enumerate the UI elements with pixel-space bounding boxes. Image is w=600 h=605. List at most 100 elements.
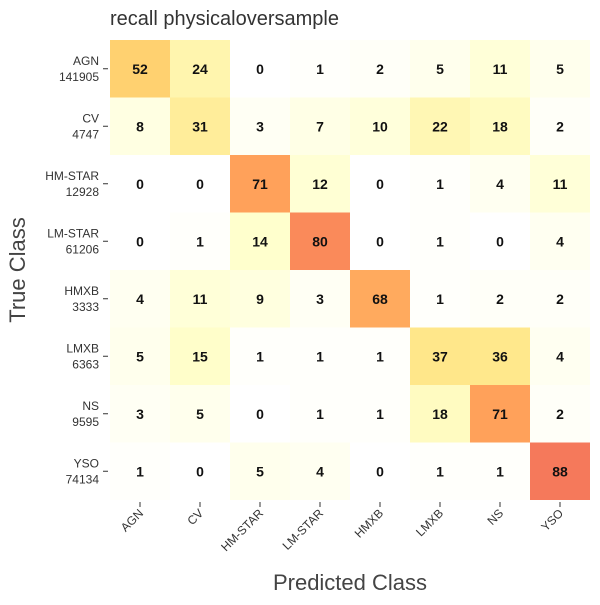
cell-value-label: 24 (192, 61, 208, 77)
heatmap-cell (230, 270, 290, 328)
heatmap-cell (350, 212, 410, 270)
cell-value-label: 1 (196, 233, 204, 249)
heatmap-cell (530, 270, 590, 328)
heatmap-cell (530, 97, 590, 155)
heatmap-cell (530, 442, 590, 500)
heatmap-cell (290, 327, 350, 385)
x-tick-label: AGN (118, 506, 146, 534)
x-tick-label: HMXB (352, 506, 386, 540)
heatmap-cell (350, 97, 410, 155)
cell-value-label: 18 (492, 118, 508, 134)
cell-value-label: 0 (136, 176, 144, 192)
y-tick-count-label: 9595 (72, 415, 99, 429)
heatmap-cell (110, 97, 170, 155)
heatmap-cell (470, 327, 530, 385)
heatmap-cell (230, 327, 290, 385)
heatmap-cell (290, 40, 350, 98)
cell-value-label: 3 (136, 406, 144, 422)
heatmap-cell (350, 270, 410, 328)
y-axis-title: True Class (5, 217, 30, 323)
heatmap-cell (170, 155, 230, 213)
cell-value-label: 10 (372, 118, 388, 134)
cell-value-label: 71 (252, 176, 268, 192)
y-tick-count-label: 74134 (66, 472, 100, 486)
y-tick-label: CV (82, 111, 99, 125)
y-tick-label: HMXB (64, 284, 99, 298)
x-tick-label: LM-STAR (280, 506, 327, 553)
cell-value-label: 11 (193, 291, 208, 307)
y-tick-label: LM-STAR (47, 226, 99, 240)
cell-value-label: 5 (136, 348, 144, 364)
cell-value-label: 4 (496, 176, 504, 192)
heatmap-cell (230, 212, 290, 270)
cell-value-label: 3 (316, 291, 324, 307)
cell-value-label: 80 (312, 233, 328, 249)
heatmap-cell (410, 327, 470, 385)
cell-value-label: 0 (496, 233, 504, 249)
cell-value-label: 3 (256, 118, 264, 134)
heatmap-cell (170, 270, 230, 328)
y-tick-count-label: 4747 (72, 127, 99, 141)
y-tick-count-label: 6363 (72, 357, 99, 371)
cell-value-label: 37 (432, 348, 448, 364)
cell-value-label: 22 (432, 118, 448, 134)
y-tick-label: HM-STAR (45, 169, 99, 183)
cell-value-label: 9 (256, 291, 264, 307)
cell-value-label: 1 (316, 61, 324, 77)
cell-value-label: 15 (192, 348, 208, 364)
heatmap-cell (110, 442, 170, 500)
heatmap-cell (470, 40, 530, 98)
cell-value-label: 11 (553, 176, 568, 192)
y-tick-label: NS (82, 399, 99, 413)
cell-value-label: 18 (432, 406, 448, 422)
heatmap-cell (170, 97, 230, 155)
cell-value-label: 36 (492, 348, 508, 364)
cell-value-label: 1 (436, 463, 444, 479)
cell-value-label: 1 (256, 348, 264, 364)
cell-value-label: 5 (196, 406, 204, 422)
y-tick-count-label: 141905 (59, 70, 99, 84)
heatmap-cell (110, 155, 170, 213)
x-tick-label: NS (484, 506, 506, 528)
cell-value-label: 1 (376, 348, 384, 364)
cell-value-label: 0 (376, 233, 384, 249)
heatmap-cell (410, 97, 470, 155)
y-tick-label: YSO (74, 456, 99, 470)
x-tick-label: LMXB (413, 506, 446, 539)
y-tick-label: AGN (73, 54, 99, 68)
cell-value-label: 11 (493, 61, 508, 77)
cell-value-label: 68 (372, 291, 388, 307)
cell-value-label: 2 (556, 118, 564, 134)
cell-value-label: 4 (316, 463, 324, 479)
heatmap-cell (410, 212, 470, 270)
cell-value-label: 0 (196, 176, 204, 192)
heatmap-cell (170, 385, 230, 443)
heatmap-cell (530, 40, 590, 98)
cell-value-label: 8 (136, 118, 144, 134)
y-tick-count-label: 61206 (66, 242, 100, 256)
heatmap-cell (290, 212, 350, 270)
x-tick-label: CV (184, 506, 206, 528)
cell-value-label: 0 (196, 463, 204, 479)
y-tick-label: LMXB (66, 341, 99, 355)
heatmap-cell (230, 40, 290, 98)
cell-value-label: 88 (552, 463, 568, 479)
heatmap-cell (170, 212, 230, 270)
heatmap-cell (290, 442, 350, 500)
cell-value-label: 2 (496, 291, 504, 307)
heatmap-cell (170, 40, 230, 98)
cell-value-label: 12 (312, 176, 328, 192)
y-tick-count-label: 12928 (66, 185, 100, 199)
heatmap-cell (530, 212, 590, 270)
cell-value-label: 71 (492, 406, 508, 422)
x-tick-label: YSO (538, 506, 566, 534)
heatmap-cell (110, 385, 170, 443)
heatmap-cell (230, 385, 290, 443)
heatmap-cell (230, 97, 290, 155)
heatmap-cell (410, 442, 470, 500)
heatmap-cell (290, 97, 350, 155)
cell-value-label: 5 (556, 61, 564, 77)
heatmap-cell (470, 270, 530, 328)
